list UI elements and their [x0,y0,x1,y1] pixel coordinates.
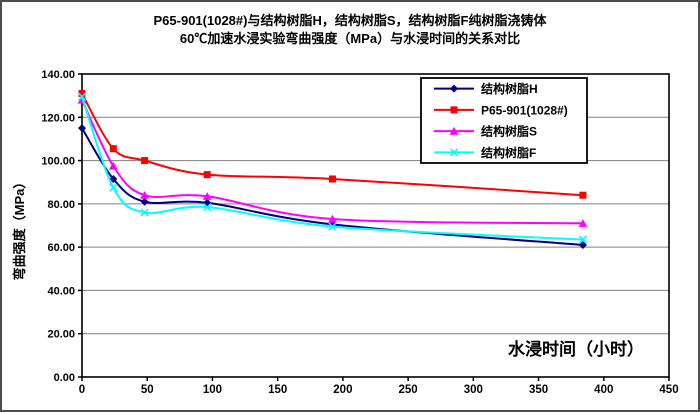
series-marker-1-4 [328,175,336,183]
y-tick-label: 20.00 [47,329,75,341]
legend-marker [450,106,458,114]
x-tick-label: 350 [529,384,548,396]
x-tick-label: 300 [464,384,483,396]
y-tick-label: 60.00 [47,242,75,254]
series-marker-0-5 [578,240,587,249]
y-tick-label: 140.00 [41,69,75,81]
x-tick-label: 150 [268,384,287,396]
x-tick-label: 450 [659,384,678,396]
series-marker-1-5 [579,191,587,199]
series-marker-2-5 [578,219,588,227]
y-tick-label: 120.00 [41,112,75,124]
legend-label: 结构树脂H [481,81,538,96]
x-axis-label: 水浸时间（小时） [508,339,644,359]
legend-box [420,77,588,164]
legend-label: 结构树脂F [481,145,536,160]
series-marker-2-4 [328,214,337,223]
series-marker-2-2 [140,191,150,199]
chart-title: P65-901(1028#)与结构树脂H，结构树脂S，结构树脂F纯树脂浇铸体 6… [2,12,698,48]
series-marker-2-3 [202,192,212,200]
series-marker-0-0 [78,124,86,133]
series-marker-1-2 [141,157,149,165]
series-marker-1-0 [78,89,86,97]
chart-title-line1: P65-901(1028#)与结构树脂H，结构树脂S，结构树脂F纯树脂浇铸体 [153,13,547,28]
series-marker-3-1 [109,183,118,192]
x-tick-label: 250 [399,384,418,396]
series-marker-3-2 [140,208,149,217]
series-marker-0-2 [140,197,149,206]
y-tick-label: 0.00 [54,372,75,384]
y-axis-label: 弯曲强度（MPa） [12,176,27,281]
series-marker-3-4 [328,222,337,231]
legend-label: P65-901(1028#) [481,103,568,117]
y-tick-label: 80.00 [47,199,75,211]
legend-marker [449,126,459,135]
series-marker-0-1 [109,174,118,183]
series-marker-3-3 [203,202,212,212]
series-marker-1-3 [203,171,211,179]
x-tick-label: 0 [79,384,85,396]
series-marker-3-5 [578,235,588,244]
legend-marker [450,84,458,93]
x-tick-label: 400 [594,384,613,396]
y-tick-label: 100.00 [41,156,75,168]
series-marker-0-3 [203,198,212,207]
series-marker-3-0 [77,92,87,101]
x-tick-label: 200 [333,384,352,396]
x-tick-label: 100 [203,384,222,396]
y-tick-label: 40.00 [47,285,75,297]
plot-border [81,73,670,378]
x-tick-label: 50 [141,384,154,396]
series-marker-1-1 [109,145,117,153]
legend-label: 结构树脂S [481,124,537,139]
chart-title-line2: 60℃加速水浸实验弯曲强度（MPa）与水浸时间的关系对比 [179,31,521,46]
legend-marker [449,148,459,157]
series-marker-2-1 [108,161,118,170]
